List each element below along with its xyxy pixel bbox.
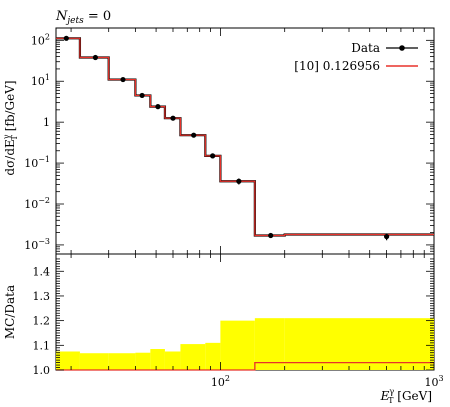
main-y-tick-label: 101	[31, 73, 50, 88]
data-point	[170, 115, 176, 121]
ratio-band-bin	[56, 351, 80, 370]
ratio-band-bin	[205, 342, 221, 370]
ratio-band-bin	[108, 353, 136, 370]
legend-label-mc: [10] 0.126956	[294, 59, 380, 73]
ratio-y-tick-label: 1.0	[33, 364, 51, 377]
ratio-band-bin	[150, 349, 165, 370]
ratio-band-bin	[79, 353, 109, 370]
ratio-band-bin	[180, 344, 206, 370]
x-axis-label: Eγ T [GeV]	[380, 387, 432, 405]
legend-marker-data-point	[399, 45, 405, 51]
ratio-y-tick-label: 1.4	[33, 265, 51, 278]
ratio-band-bin	[164, 351, 181, 370]
x-tick-label: 103	[424, 374, 443, 389]
main-y-tick-label: 10−2	[24, 196, 50, 211]
ratio-band-bin	[284, 318, 434, 370]
ratio-band-bin	[254, 318, 285, 370]
main-y-tick-label: 1	[43, 116, 50, 129]
data-point	[236, 178, 242, 184]
data-point	[120, 76, 126, 83]
data-point	[92, 54, 99, 61]
data-point	[155, 104, 161, 110]
ratio-y-tick-label: 1.1	[33, 339, 51, 352]
x-tick-label: 102	[211, 374, 230, 389]
data-point	[268, 232, 274, 239]
ratio-y-tick-label: 1.3	[33, 290, 51, 303]
data-point	[384, 233, 390, 240]
ratio-y-axis-label: MC/Data	[3, 285, 17, 339]
main-y-axis-label: dσ/dEγT [fb/GeV]	[2, 80, 19, 175]
ratio-band-bin	[135, 352, 151, 370]
data-point	[63, 35, 69, 41]
ratio-y-tick-label: 1.2	[33, 315, 51, 328]
main-y-tick-label: 102	[31, 32, 50, 47]
data-point	[191, 132, 197, 138]
main-y-tick-label: 10−1	[24, 155, 50, 170]
chart-title: Njets = 0	[55, 9, 111, 26]
legend: Data [10] 0.126956	[294, 41, 418, 73]
legend-label-data: Data	[351, 41, 380, 55]
data-point	[139, 92, 145, 99]
ratio-band-bin	[220, 320, 255, 370]
data-point	[210, 153, 216, 159]
main-y-tick-label: 10−3	[24, 237, 50, 252]
